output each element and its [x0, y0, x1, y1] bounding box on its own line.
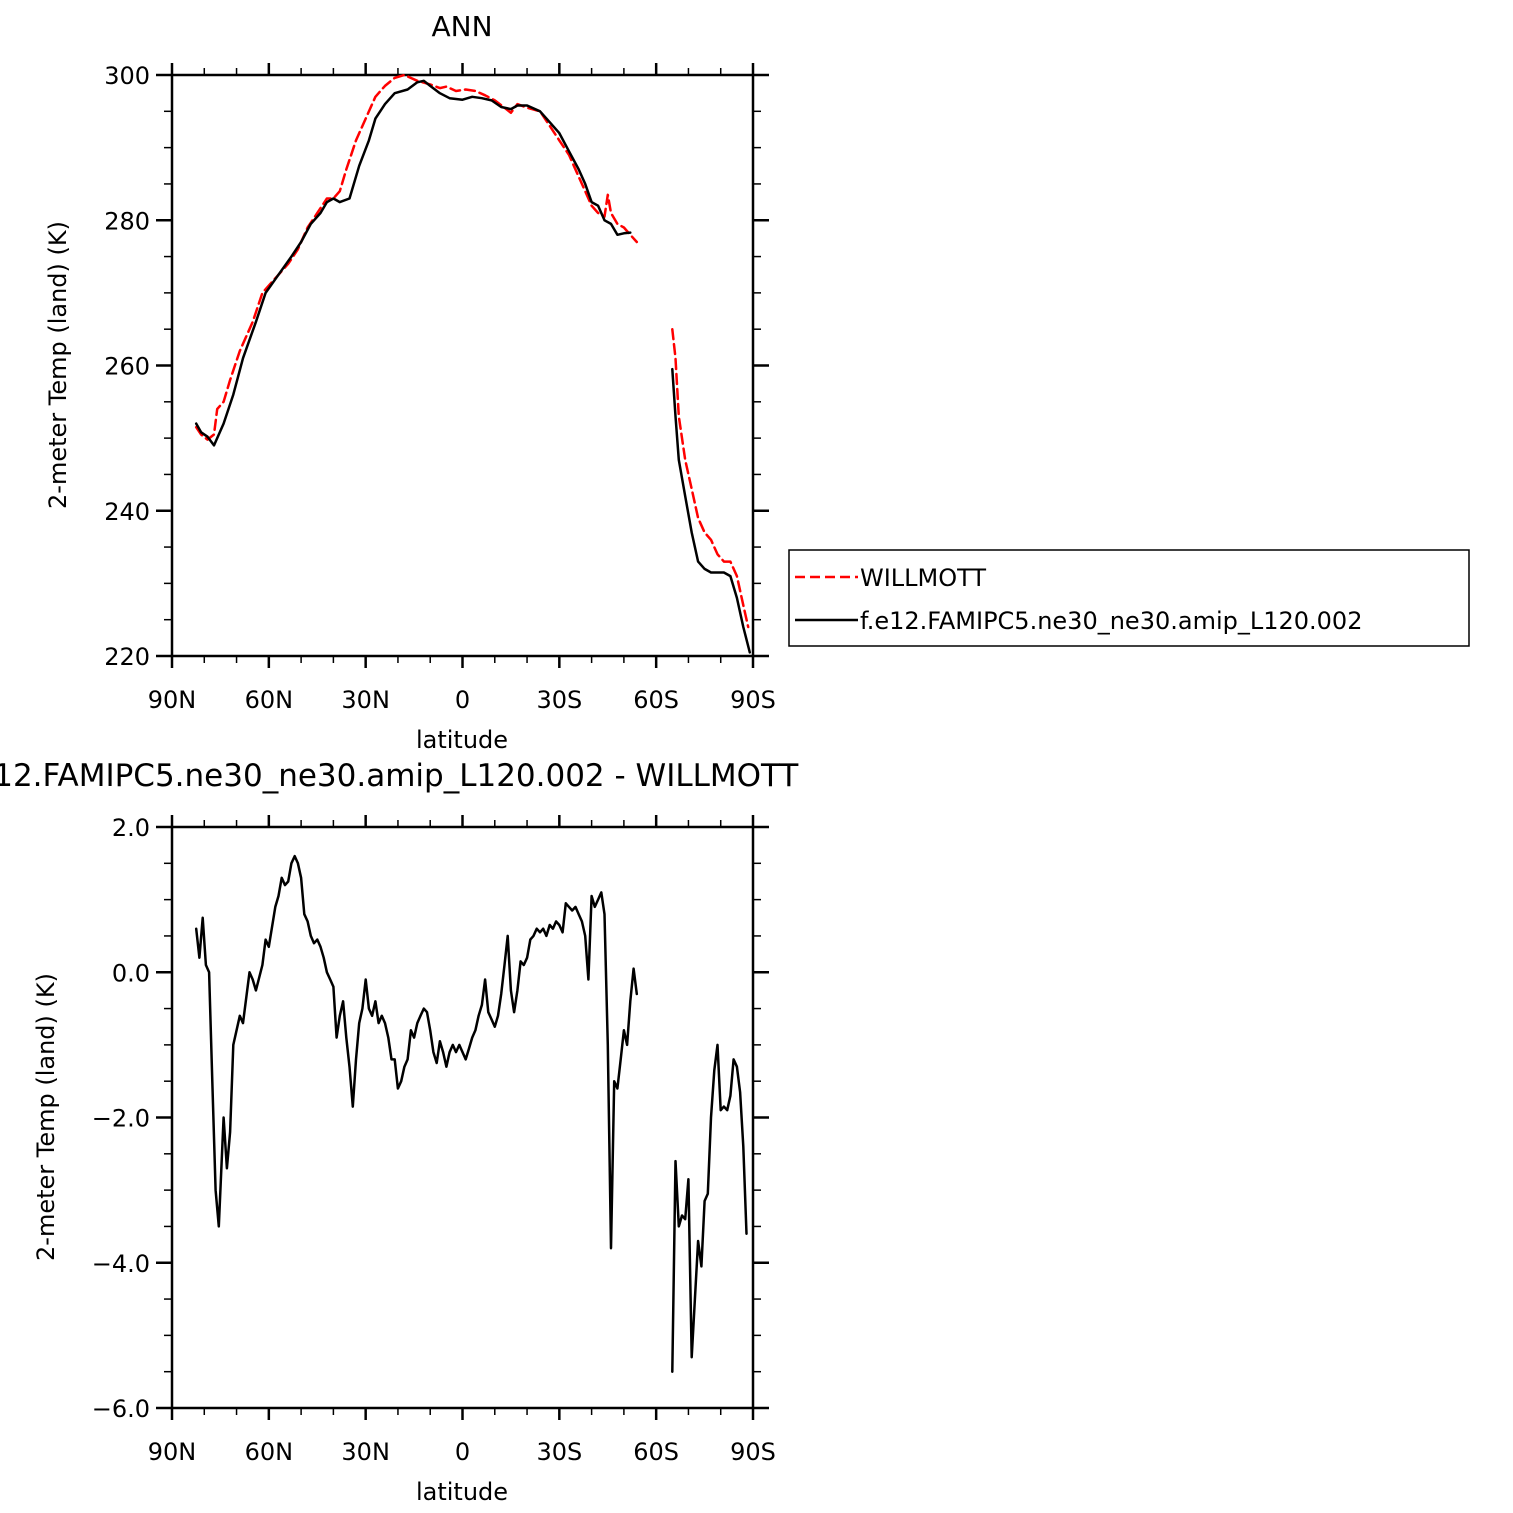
top-series-group — [194, 73, 752, 654]
bottom-y-axis-label: 2-meter Temp (land) (K) — [32, 973, 60, 1261]
difference-series-line — [194, 854, 639, 1250]
top-x-axis-label: latitude — [416, 726, 508, 754]
x-tick-label: 0 — [455, 686, 470, 714]
x-tick-label: 30N — [341, 686, 390, 714]
y-tick-label: 280 — [104, 207, 150, 235]
willmott-series-line — [194, 73, 639, 441]
x-tick-label: 30S — [536, 686, 582, 714]
y-tick-label: −6.0 — [92, 1395, 150, 1423]
legend-label-willmott: WILLMOTT — [860, 564, 986, 592]
top-y-tick-labels: 220 240 260 280 300 — [104, 62, 150, 671]
willmott-series-line — [671, 327, 750, 629]
bottom-x-axis-label: latitude — [416, 1478, 508, 1506]
y-tick-label: 2.0 — [112, 814, 150, 842]
top-ticks — [156, 63, 769, 668]
x-tick-label: 0 — [455, 1438, 470, 1466]
legend: WILLMOTT f.e12.FAMIPC5.ne30_ne30.amip_L1… — [788, 549, 1470, 647]
bottom-x-tick-labels: 90N 60N 30N 0 30S 60S 90S — [148, 1438, 776, 1466]
x-tick-label: 90N — [148, 686, 197, 714]
legend-box — [788, 549, 1470, 647]
y-tick-label: −2.0 — [92, 1105, 150, 1133]
bottom-series-group — [194, 854, 748, 1373]
top-plot-frame — [170, 73, 755, 658]
y-tick-label: 300 — [104, 62, 150, 90]
x-tick-label: 60S — [633, 1438, 679, 1466]
model-series-line — [194, 79, 632, 447]
bottom-plot-frame — [170, 825, 755, 1410]
y-tick-label: 260 — [104, 353, 150, 381]
x-tick-label: 90N — [148, 1438, 197, 1466]
bottom-ticks — [156, 815, 769, 1420]
model-series-line — [671, 367, 752, 654]
bottom-chart: f.e12.FAMIPC5.ne30_ne30.amip_L120.002 - … — [0, 758, 799, 1506]
x-tick-label: 90S — [730, 686, 776, 714]
bottom-chart-title: f.e12.FAMIPC5.ne30_ne30.amip_L120.002 - … — [0, 758, 799, 794]
bottom-y-tick-labels: −6.0 −4.0 −2.0 0.0 2.0 — [92, 814, 150, 1423]
x-tick-label: 60S — [633, 686, 679, 714]
top-x-tick-labels: 90N 60N 30N 0 30S 60S 90S — [148, 686, 776, 714]
x-tick-label: 30N — [341, 1438, 390, 1466]
x-tick-label: 60N — [245, 686, 294, 714]
top-chart: ANN 90N 60N 30N 0 30S 60S 90S 220240260280300 … — [44, 10, 1470, 754]
difference-series-line — [671, 1043, 748, 1373]
y-tick-label: 220 — [104, 643, 150, 671]
x-tick-label: 90S — [730, 1438, 776, 1466]
legend-label-model: f.e12.FAMIPC5.ne30_ne30.amip_L120.002 — [860, 607, 1362, 635]
x-tick-label: 30S — [536, 1438, 582, 1466]
y-tick-label: 0.0 — [112, 959, 150, 987]
top-y-axis-label: 2-meter Temp (land) (K) — [44, 221, 72, 509]
y-tick-label: 240 — [104, 498, 150, 526]
y-tick-label: −4.0 — [92, 1250, 150, 1278]
x-tick-label: 60N — [245, 1438, 294, 1466]
top-chart-title: ANN — [431, 10, 492, 43]
